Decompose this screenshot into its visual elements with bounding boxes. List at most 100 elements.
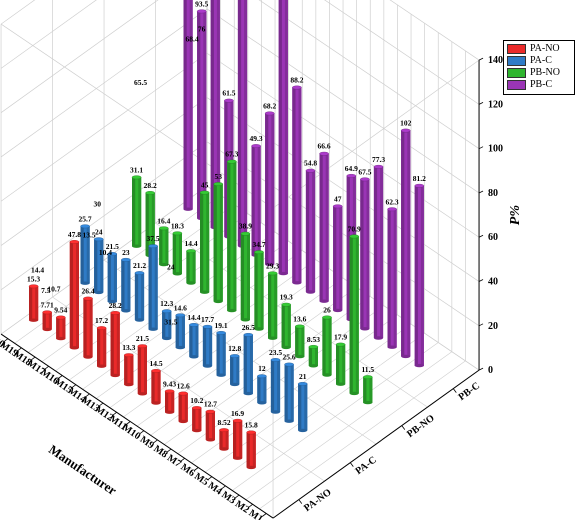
bar-shade <box>414 185 418 366</box>
bar-PA-C-M20 <box>80 224 90 285</box>
data-label: 81.2 <box>413 174 426 183</box>
bar-body <box>151 370 161 403</box>
data-label: 24 <box>167 262 175 271</box>
bar-shade <box>233 420 237 459</box>
bar-shade <box>89 298 93 357</box>
bar-PB-C-M6 <box>373 164 384 340</box>
bar-top <box>137 344 148 349</box>
bar-base <box>295 354 305 359</box>
bar-PA-NO-M4 <box>246 430 256 470</box>
bar-body <box>162 311 172 339</box>
bar-shade <box>355 236 359 394</box>
data-label: 66.6 <box>318 142 331 151</box>
bar-top <box>107 252 118 256</box>
bar-PB-NO-M17 <box>172 231 183 276</box>
bar-shade <box>315 346 318 366</box>
data-label: 8.53 <box>307 335 320 344</box>
bar-shade <box>157 370 161 403</box>
bar-shade <box>179 233 182 274</box>
bar-base <box>387 345 397 349</box>
bar-shade <box>100 239 104 293</box>
grid-line <box>0 0 480 105</box>
bars <box>28 0 425 470</box>
bar-PB-C-M13 <box>278 0 288 276</box>
series-tick-label: PB-NO <box>405 413 437 440</box>
bar-base <box>162 336 172 341</box>
bar-shade <box>80 226 84 284</box>
bar-PA-C-M17 <box>121 257 131 313</box>
bar-shade <box>284 0 288 274</box>
bar-PB-NO-M12 <box>240 231 251 322</box>
bar-body <box>56 317 66 339</box>
legend-item: PB-C <box>507 79 571 91</box>
bar-shade <box>154 246 158 330</box>
bar-body <box>333 206 343 311</box>
manufacturer-tick <box>17 347 22 352</box>
bar-PB-C-M14 <box>264 111 275 267</box>
bar-body <box>132 177 142 247</box>
z-tick <box>478 234 484 238</box>
bar-shade <box>363 377 367 403</box>
data-label: 28.2 <box>144 181 157 190</box>
bar-PA-NO-M11 <box>151 368 161 405</box>
legend-label: PB-C <box>530 79 553 90</box>
data-label: 12.6 <box>177 382 190 391</box>
bar-shade <box>107 253 111 302</box>
legend-swatch <box>507 56 526 66</box>
manufacturer-axis-title: Manufacturer <box>46 442 120 498</box>
bar-shade <box>141 273 145 320</box>
bar-base <box>175 345 185 350</box>
data-label: 25.6 <box>283 353 296 362</box>
data-label: 61.5 <box>222 89 235 98</box>
bar-top <box>292 85 302 90</box>
bar-body <box>202 326 213 366</box>
data-label: 37.5 <box>147 234 160 243</box>
data-label: 21.5 <box>106 242 119 251</box>
bar-PA-NO-M7 <box>205 409 216 442</box>
bar-base <box>254 327 264 331</box>
bar-body <box>29 286 39 321</box>
series-tick <box>298 499 303 504</box>
data-label: 76 <box>198 24 206 33</box>
data-label: 14.4 <box>184 239 197 248</box>
z-tick <box>478 279 484 282</box>
bar-top <box>83 296 93 301</box>
bar-body <box>251 146 261 256</box>
bar-PA-NO-M17 <box>69 240 80 350</box>
data-label: 9.43 <box>163 379 176 388</box>
data-label: 67.3 <box>225 150 238 159</box>
data-label: 47 <box>334 194 342 203</box>
bar-PA-NO-M5 <box>232 418 243 460</box>
bar-top <box>232 418 243 423</box>
bar-shade <box>233 161 237 311</box>
bar-base <box>124 382 134 387</box>
bar-shade <box>319 153 323 302</box>
bar-PB-C-M5 <box>387 207 397 349</box>
bar-top <box>191 406 202 410</box>
bar-PA-NO-M16 <box>83 296 93 359</box>
z-tick-label: 20 <box>488 321 498 332</box>
bar-PB-NO-M5 <box>335 342 346 386</box>
bar-shade <box>145 192 149 256</box>
data-label: 53 <box>214 172 222 181</box>
bar-shade <box>42 312 46 330</box>
bar-shade <box>222 332 226 376</box>
series-tick <box>452 388 457 393</box>
bar-body <box>254 252 264 329</box>
data-label: 8.52 <box>217 418 230 427</box>
bar-body <box>200 192 210 293</box>
bar-body <box>322 317 332 375</box>
manufacturer-tick <box>234 494 240 499</box>
bar-body <box>278 0 288 274</box>
bar-base <box>246 465 256 470</box>
data-label: 49.3 <box>250 134 263 143</box>
manufacturer-tick <box>44 365 49 370</box>
bar-shade <box>203 11 207 219</box>
bar-body <box>137 346 147 394</box>
bar-top <box>322 315 332 320</box>
bar-top <box>69 240 80 244</box>
z-tick <box>478 146 484 150</box>
bar-top <box>349 234 360 239</box>
bar-body <box>257 376 267 403</box>
bar-top <box>251 144 261 148</box>
